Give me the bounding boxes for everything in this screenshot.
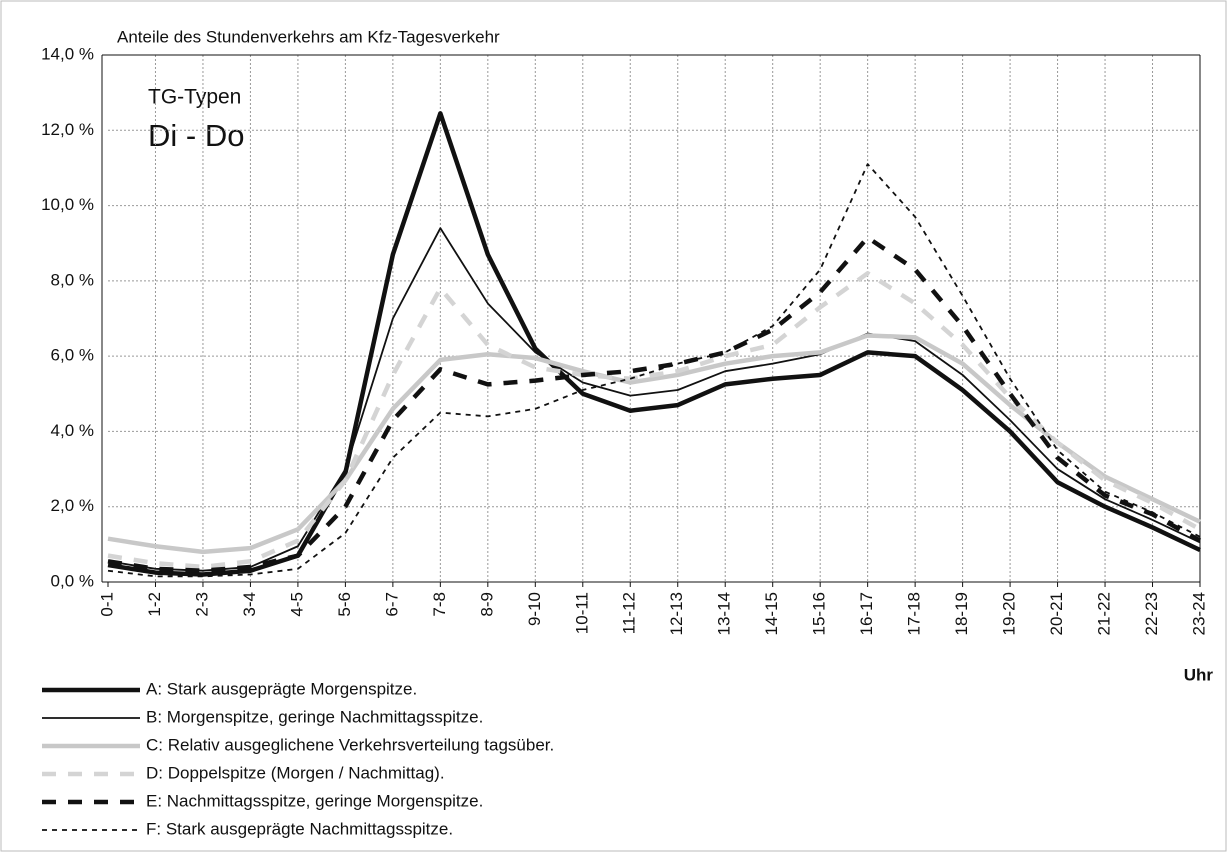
x-tick-label: 23-24 (1189, 592, 1208, 635)
x-tick-label: 4-5 (287, 592, 306, 617)
y-tick-label: 8,0 % (51, 270, 94, 289)
x-tick-label: 19-20 (1000, 592, 1019, 635)
chart-title: Anteile des Stundenverkehrs am Kfz-Tages… (117, 27, 500, 46)
x-tick-label: 5-6 (335, 592, 354, 617)
x-tick-label: 0-1 (97, 592, 116, 617)
series-line (107, 333, 1201, 555)
y-tick-label: 10,0 % (41, 195, 94, 214)
series-line (107, 227, 1201, 572)
x-tick-label: 15-16 (810, 592, 829, 635)
x-tick-label: 6-7 (382, 592, 401, 617)
x-tick-label: 21-22 (1095, 592, 1114, 635)
x-tick-label: 22-23 (1142, 592, 1161, 635)
y-tick-label: 4,0 % (51, 421, 94, 440)
x-tick-label: 3-4 (240, 592, 259, 617)
x-tick-label: 1-2 (145, 592, 164, 617)
y-tick-label: 12,0 % (41, 120, 94, 139)
x-tick-label: 10-11 (572, 592, 591, 634)
y-tick-label: 6,0 % (51, 346, 94, 365)
x-tick-label: 13-14 (715, 592, 734, 635)
legend-label: B: Morgenspitze, geringe Nachmittagsspit… (146, 707, 483, 726)
legend-label: F: Stark ausgeprägte Nachmittagsspitze. (146, 819, 453, 838)
annotation: Di - Do (148, 118, 244, 153)
legend-label: A: Stark ausgeprägte Morgenspitze. (146, 679, 417, 698)
series-line (107, 163, 1201, 578)
x-tick-label: 17-18 (905, 592, 924, 635)
x-tick-label: 18-19 (952, 592, 971, 635)
x-tick-label: 11-12 (620, 592, 639, 634)
legend-label: C: Relativ ausgeglichene Verkehrsverteil… (146, 735, 554, 754)
x-tick-label: 20-21 (1047, 592, 1066, 635)
x-tick-label: 2-3 (192, 592, 211, 617)
series-line (107, 235, 1202, 573)
y-tick-label: 14,0 % (41, 44, 94, 63)
legend-label: D: Doppelspitze (Morgen / Nachmittag). (146, 763, 445, 782)
series-line (107, 111, 1201, 577)
y-tick-label: 2,0 % (51, 496, 94, 515)
series-line (107, 271, 1202, 570)
x-tick-label: 16-17 (857, 592, 876, 635)
y-tick-label: 0,0 % (51, 571, 94, 590)
x-tick-label: 7-8 (430, 592, 449, 617)
x-tick-label: 12-13 (667, 592, 686, 635)
x-tick-label: 14-15 (762, 592, 781, 635)
annotation: TG-Typen (148, 86, 241, 109)
legend-label: E: Nachmittagsspitze, geringe Morgenspit… (146, 791, 483, 810)
x-axis-label: Uhr (1184, 665, 1214, 684)
x-tick-label: 8-9 (477, 592, 496, 617)
x-tick-label: 9-10 (525, 592, 544, 626)
